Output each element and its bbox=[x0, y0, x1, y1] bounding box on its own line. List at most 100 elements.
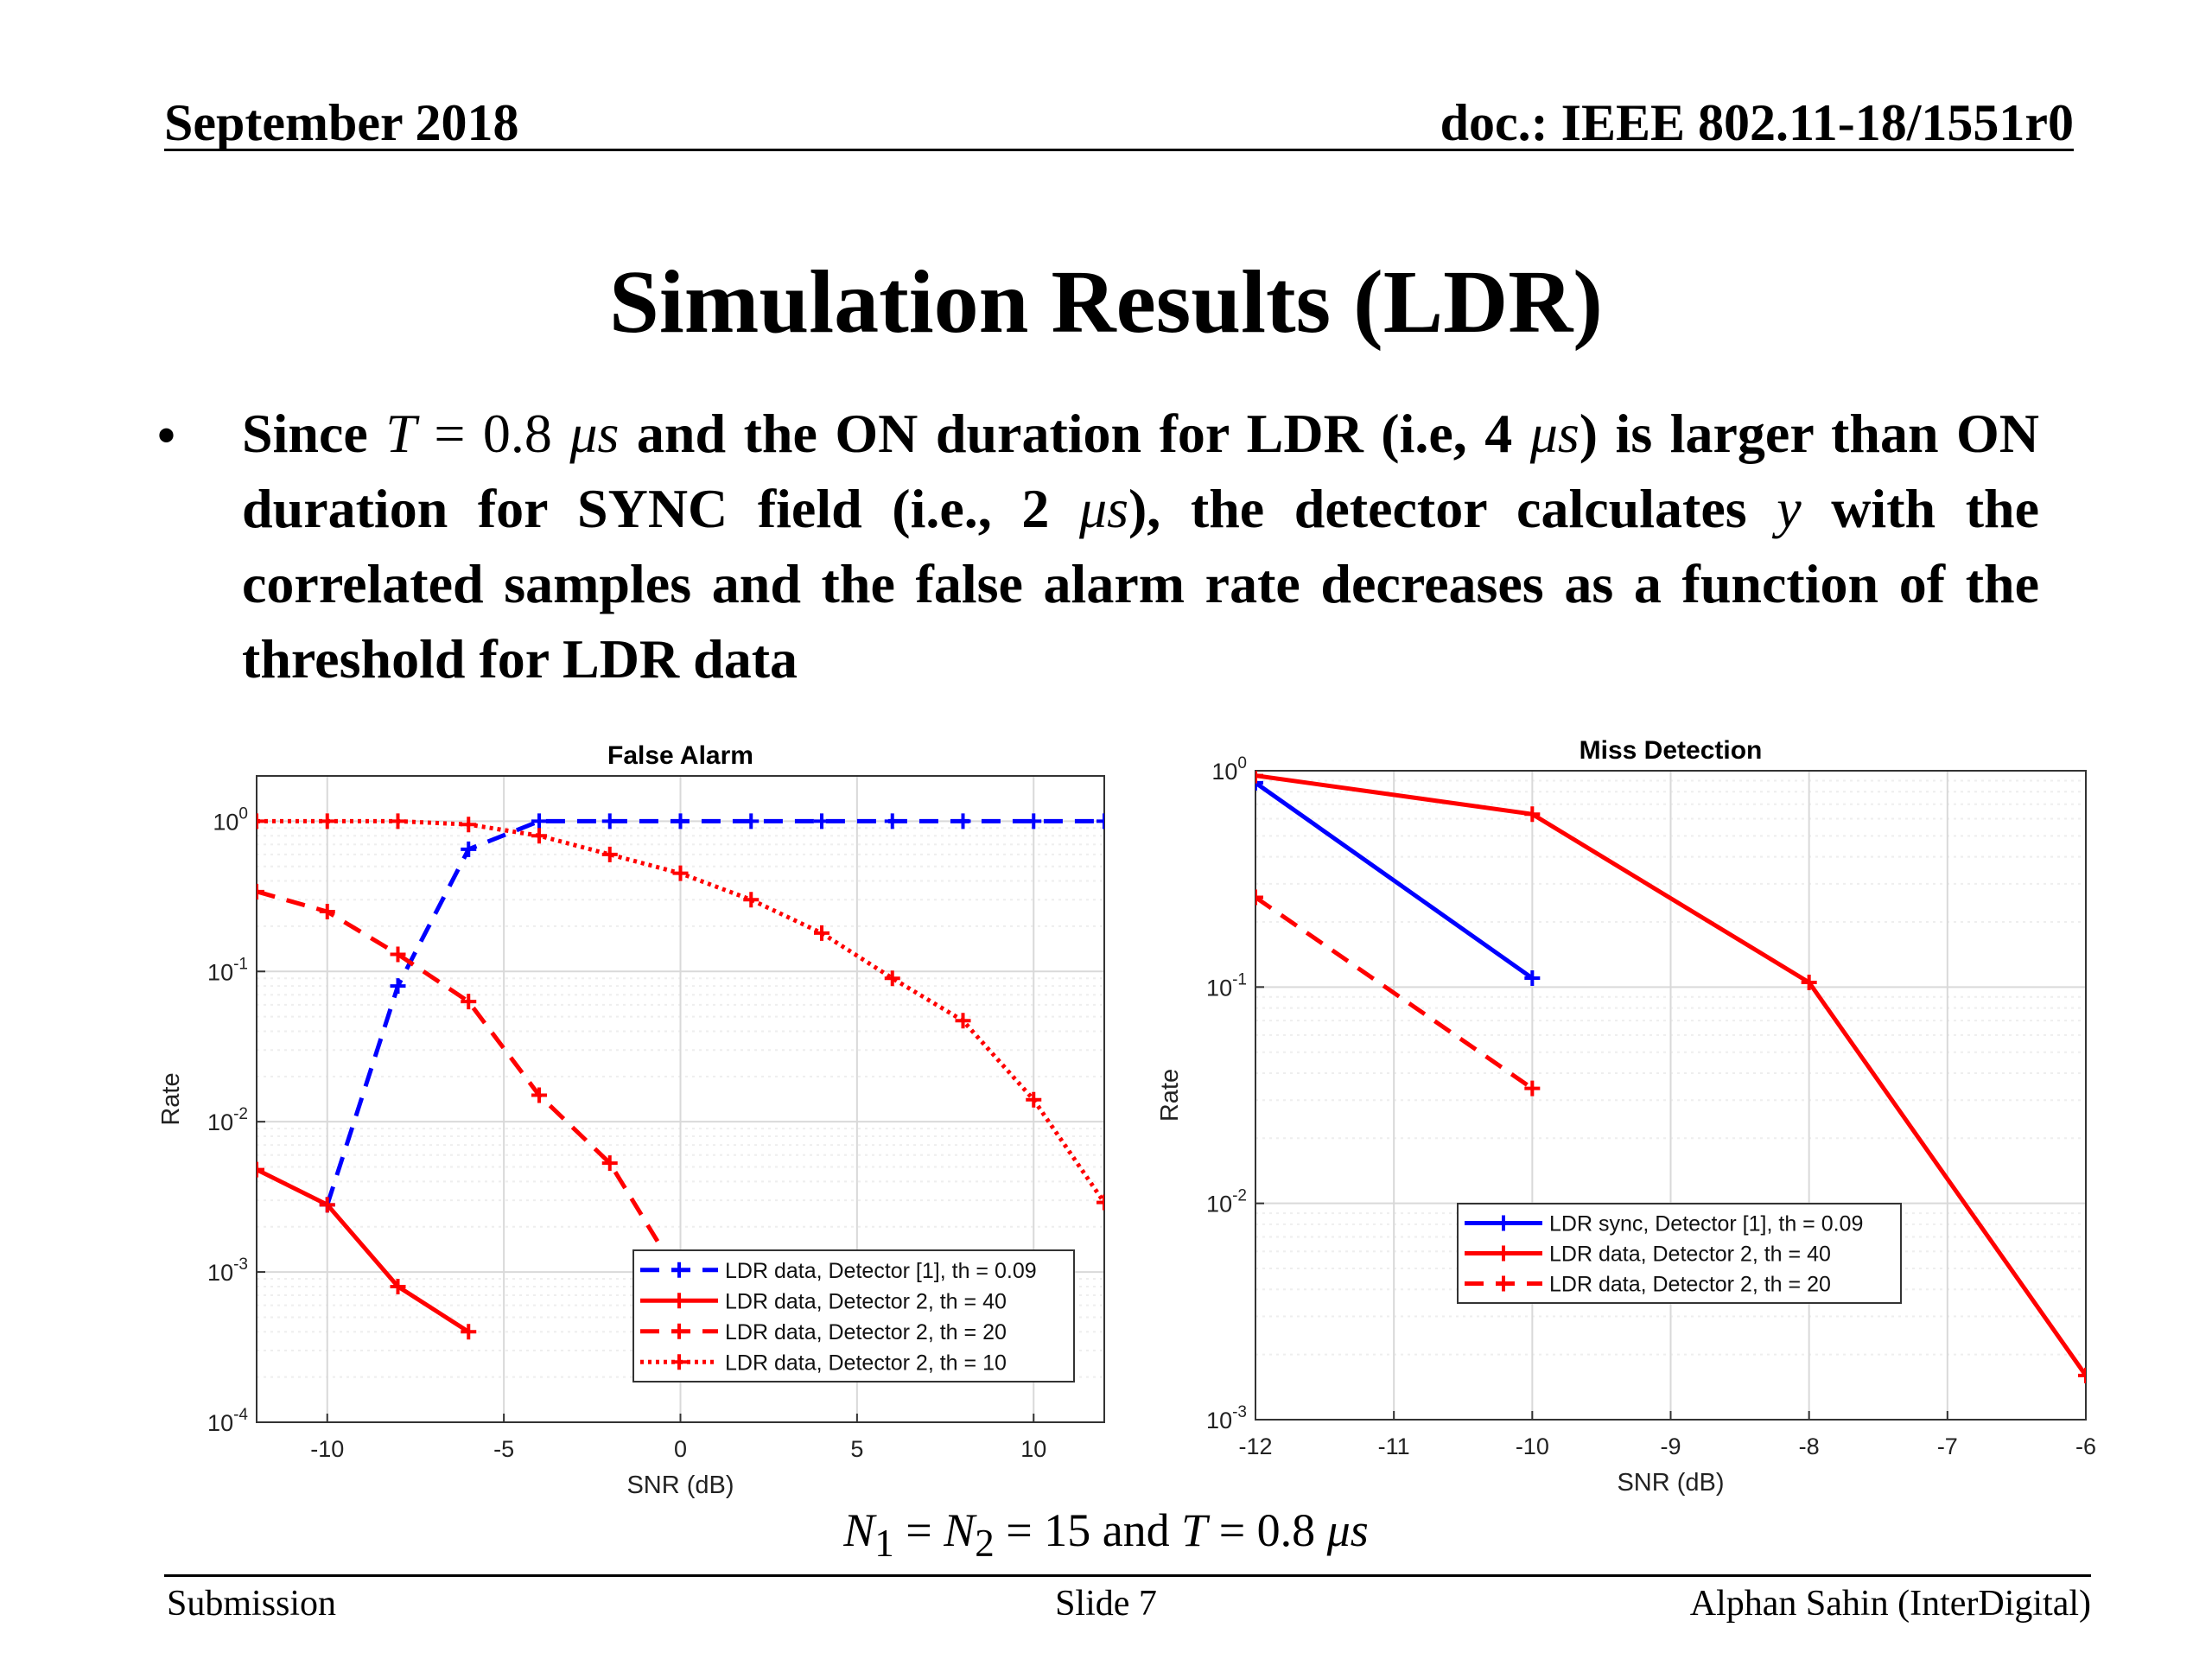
data-point-marker bbox=[1096, 1194, 1104, 1211]
data-point-marker bbox=[2078, 1367, 2086, 1383]
y-tick-label: 10-1 bbox=[207, 955, 248, 985]
legend-marker bbox=[1496, 1215, 1511, 1231]
data-point-marker bbox=[1096, 813, 1104, 830]
series-line bbox=[257, 1167, 470, 1334]
x-tick-label: -9 bbox=[1660, 1433, 1681, 1459]
data-point-marker bbox=[955, 1013, 971, 1029]
data-point-marker bbox=[257, 813, 264, 830]
legend: LDR data, Detector [1], th = 0.09 LDR dat… bbox=[632, 1249, 1075, 1382]
math-symbol: y bbox=[1777, 478, 1802, 539]
data-point-marker bbox=[955, 813, 971, 830]
footer-rule bbox=[164, 1574, 2091, 1577]
caption-subscript: 1 bbox=[874, 1521, 894, 1565]
y-tick-label: 100 bbox=[1211, 754, 1247, 785]
y-tick-label: 10-3 bbox=[207, 1255, 248, 1286]
data-point-marker bbox=[601, 1155, 618, 1172]
caption-subscript: 2 bbox=[975, 1521, 995, 1565]
legend-label: LDR data, Detector 2, th = 20 bbox=[725, 1320, 1007, 1344]
slide-title: Simulation Results (LDR) bbox=[609, 252, 1603, 352]
x-tick-label: -10 bbox=[310, 1436, 344, 1462]
data-point-marker bbox=[319, 1197, 335, 1213]
x-tick-label: 0 bbox=[674, 1436, 687, 1462]
legend-marker bbox=[671, 1262, 687, 1278]
series-line bbox=[1255, 773, 2086, 1377]
data-point-marker bbox=[743, 892, 760, 908]
series-group bbox=[257, 813, 1104, 1340]
data-point-marker bbox=[390, 813, 406, 830]
data-point-marker bbox=[1255, 889, 1263, 906]
bullet-text-part: ) is larger than ON duration for SYNC fi… bbox=[242, 403, 2040, 539]
math-symbol: T bbox=[385, 403, 416, 464]
data-point-marker bbox=[319, 904, 335, 920]
data-point-marker bbox=[601, 846, 618, 862]
data-point-marker bbox=[814, 813, 830, 830]
series-line bbox=[1255, 780, 1534, 981]
data-point-marker bbox=[390, 978, 406, 995]
data-point-marker bbox=[884, 813, 900, 830]
data-point-marker bbox=[461, 817, 477, 833]
y-tick-label: 10-4 bbox=[207, 1406, 248, 1436]
footer-submission: Submission bbox=[167, 1584, 337, 1624]
legend: LDR sync, Detector [1], th = 0.09 LDR dat… bbox=[1457, 1203, 1902, 1304]
data-point-marker bbox=[1524, 806, 1541, 823]
bullet-text-part: with the correlated samples and the fals… bbox=[242, 478, 2040, 690]
data-point-marker bbox=[531, 1087, 547, 1103]
data-point-marker bbox=[1026, 813, 1042, 830]
legend-marker bbox=[1496, 1245, 1511, 1262]
data-point-marker bbox=[1255, 771, 1263, 784]
bullet-text-part: and the ON duration for LDR (i.e, 4 bbox=[619, 403, 1530, 464]
x-tick-label: -6 bbox=[2075, 1433, 2096, 1459]
data-point-marker bbox=[390, 946, 406, 963]
legend-marker bbox=[671, 1293, 687, 1309]
data-point-marker bbox=[390, 1278, 406, 1294]
x-tick-label: -8 bbox=[1799, 1433, 1820, 1459]
x-tick-label: 5 bbox=[850, 1436, 863, 1462]
math-symbol: μs bbox=[1529, 403, 1580, 464]
series-line bbox=[325, 818, 1104, 1206]
y-tick-label: 10-2 bbox=[1206, 1187, 1247, 1217]
header-doc-id: doc.: IEEE 802.11-18/1551r0 bbox=[1440, 94, 2074, 151]
legend-label: LDR data, Detector 2, th = 20 bbox=[1549, 1273, 1831, 1297]
data-point-marker bbox=[672, 813, 689, 830]
x-tick-label: -12 bbox=[1238, 1433, 1272, 1459]
bullet-text-part: Since bbox=[242, 403, 386, 464]
chart-miss-detection: -12 -11 -10 -9 -8 -7 -6 100 10-1 10-2 10-3 Miss Det… bbox=[1156, 736, 2096, 1497]
data-point-marker bbox=[1524, 969, 1541, 986]
x-tick-label: -5 bbox=[493, 1436, 514, 1462]
caption-symbol: T bbox=[1181, 1504, 1208, 1556]
header-date: September 2018 bbox=[164, 94, 519, 151]
x-tick-label: 10 bbox=[1020, 1436, 1046, 1462]
caption-text: = bbox=[893, 1504, 944, 1556]
data-point-marker bbox=[531, 828, 547, 844]
series-line bbox=[1255, 895, 1534, 1090]
y-tick-label: 10-2 bbox=[207, 1105, 248, 1135]
footer-slide-number: Slide 7 bbox=[1055, 1584, 1157, 1624]
header-rule bbox=[164, 149, 2074, 151]
caption-symbol: N bbox=[944, 1504, 976, 1556]
x-axis-label: SNR (dB) bbox=[1617, 1469, 1724, 1497]
data-point-marker bbox=[461, 1324, 477, 1340]
caption-symbol: μs bbox=[1326, 1504, 1369, 1556]
x-tick-label: -7 bbox=[1937, 1433, 1958, 1459]
chart-title: Miss Detection bbox=[1580, 736, 1763, 765]
y-axis-label: Rate bbox=[157, 1072, 185, 1125]
data-point-marker bbox=[257, 1161, 264, 1178]
data-point-marker bbox=[814, 925, 830, 941]
y-tick-label: 10-1 bbox=[1206, 970, 1247, 1001]
legend-marker bbox=[671, 1354, 687, 1370]
x-axis-label: SNR (dB) bbox=[626, 1471, 734, 1499]
legend-marker bbox=[1496, 1275, 1511, 1292]
data-point-marker bbox=[257, 883, 264, 899]
data-point-marker bbox=[1801, 975, 1817, 991]
data-point-marker bbox=[461, 841, 477, 857]
caption-text: = 0.8 bbox=[1207, 1504, 1327, 1556]
legend-label: LDR sync, Detector [1], th = 0.09 bbox=[1549, 1212, 1863, 1236]
bullet-text: Since T = 0.8 μs and the ON duration for… bbox=[242, 396, 2039, 696]
bullet-text-part: = 0.8 bbox=[416, 403, 570, 464]
legend-label: LDR data, Detector 2, th = 40 bbox=[725, 1289, 1007, 1313]
math-symbol: μs bbox=[1078, 478, 1128, 539]
data-point-marker bbox=[1524, 1080, 1541, 1096]
bullet-marker: • bbox=[157, 407, 176, 464]
legend-box bbox=[632, 1249, 1075, 1382]
